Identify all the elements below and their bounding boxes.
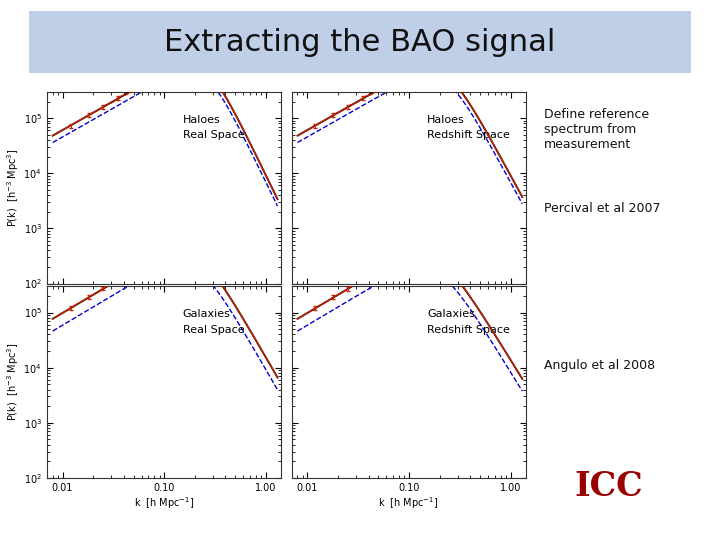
Y-axis label: P(k)  [h$^{-3}$ Mpc$^3$]: P(k) [h$^{-3}$ Mpc$^3$] bbox=[5, 343, 21, 421]
Text: Extracting the BAO signal: Extracting the BAO signal bbox=[164, 28, 556, 57]
Text: Haloes: Haloes bbox=[428, 115, 465, 125]
Text: Galaxies: Galaxies bbox=[428, 309, 475, 319]
Text: Redshift Space: Redshift Space bbox=[428, 325, 510, 335]
Text: Percival et al 2007: Percival et al 2007 bbox=[544, 202, 660, 215]
Text: Haloes: Haloes bbox=[183, 115, 220, 125]
Text: ICC: ICC bbox=[574, 469, 643, 503]
Text: Redshift Space: Redshift Space bbox=[428, 130, 510, 140]
Text: Define reference
spectrum from
measurement: Define reference spectrum from measureme… bbox=[544, 108, 649, 151]
Text: Galaxies: Galaxies bbox=[183, 309, 230, 319]
Text: Real Space: Real Space bbox=[183, 130, 244, 140]
Text: Real Space: Real Space bbox=[183, 325, 244, 335]
Text: Angulo et al 2008: Angulo et al 2008 bbox=[544, 359, 654, 372]
Y-axis label: P(k)  [h$^{-3}$ Mpc$^3$]: P(k) [h$^{-3}$ Mpc$^3$] bbox=[5, 148, 21, 227]
X-axis label: k  [h Mpc$^{-1}$]: k [h Mpc$^{-1}$] bbox=[379, 496, 438, 511]
X-axis label: k  [h Mpc$^{-1}$]: k [h Mpc$^{-1}$] bbox=[134, 496, 194, 511]
